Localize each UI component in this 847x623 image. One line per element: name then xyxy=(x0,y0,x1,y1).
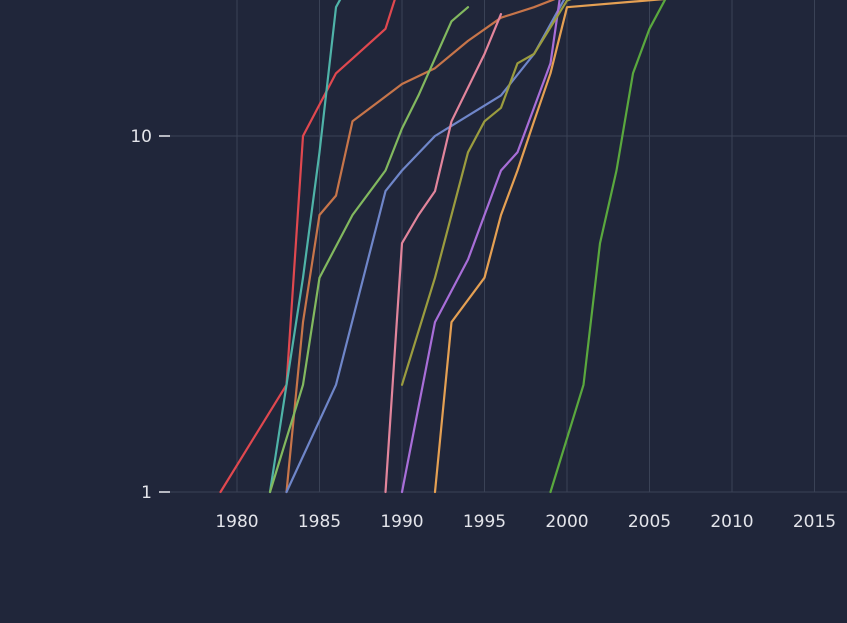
series-line-1 xyxy=(219,0,396,494)
series-line-5 xyxy=(285,0,566,494)
x-tick-label-2015: 2015 xyxy=(793,512,836,532)
grid xyxy=(170,0,847,493)
x-tick-label-1985: 1985 xyxy=(298,512,341,532)
x-tick-label-1990: 1990 xyxy=(380,512,423,532)
y-tick-label-10: 10 xyxy=(130,127,152,147)
series-line-2 xyxy=(268,0,342,494)
series-line-4 xyxy=(268,6,470,494)
x-tick-label-2005: 2005 xyxy=(628,512,671,532)
series-line-10 xyxy=(549,0,667,494)
x-tick-label-1980: 1980 xyxy=(215,512,258,532)
series-line-8 xyxy=(400,0,572,386)
x-tick-label-2010: 2010 xyxy=(710,512,753,532)
x-tick-label-1995: 1995 xyxy=(463,512,506,532)
axes: 1980 1985 1990 1995 2000 2005 2010 2015 1 10 xyxy=(130,127,836,532)
series-line-3 xyxy=(285,0,556,494)
series-group xyxy=(219,0,667,494)
series-line-7 xyxy=(400,0,561,494)
series-line-6 xyxy=(384,13,503,494)
x-tick-label-2000: 2000 xyxy=(545,512,588,532)
y-tick-label-1: 1 xyxy=(141,483,152,503)
series-line-9 xyxy=(433,0,666,494)
